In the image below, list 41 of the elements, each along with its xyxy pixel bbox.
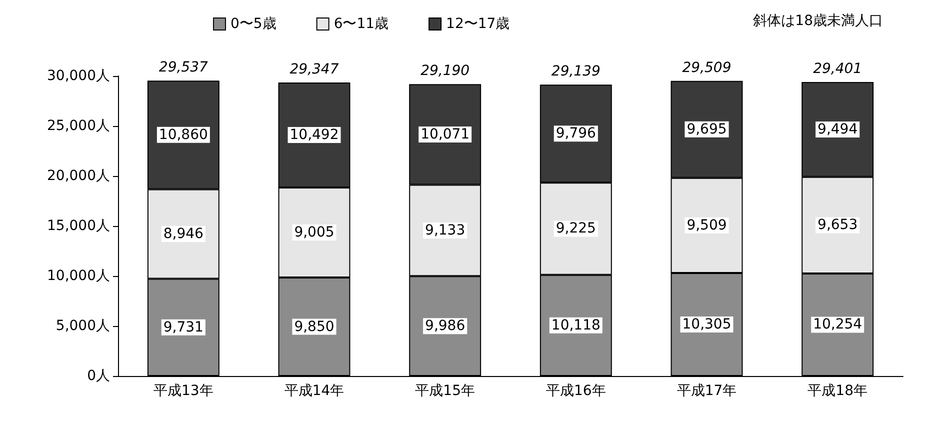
text: 斜体は18歳未満人口	[753, 13, 884, 29]
y-tick-label: 5,000人	[56, 318, 110, 334]
y-tick-label: 25,000人	[47, 118, 110, 134]
legend-label: 6〜11歳	[334, 16, 389, 32]
legend-label: 0〜5歳	[230, 16, 276, 32]
y-tick-label: 30,000人	[47, 68, 110, 84]
y-tick-label: 0人	[87, 368, 110, 384]
data-label: 9,509	[686, 217, 727, 234]
x-tick-label: 平成15年	[415, 383, 475, 399]
y-tick-label: 20,000人	[47, 168, 110, 184]
data-label: 8,946	[163, 226, 204, 242]
data-label: 9,695	[686, 121, 727, 138]
data-label: 9,850	[294, 318, 334, 335]
data-label: 9,494	[818, 121, 858, 138]
total-label: 29,139	[551, 64, 600, 80]
y-tick-label: 10,000人	[47, 268, 110, 284]
data-label: 10,492	[290, 126, 339, 143]
data-label: 10,118	[551, 317, 600, 334]
data-label: 10,860	[158, 126, 208, 143]
data-label: 9,731	[163, 319, 204, 336]
data-label: 9,133	[425, 222, 466, 238]
total-label: 29,537	[158, 60, 208, 76]
data-label: 9,225	[556, 220, 596, 237]
data-label: 10,305	[682, 316, 732, 332]
x-tick-label: 平成17年	[676, 383, 737, 399]
data-label: 9,653	[818, 217, 858, 234]
total-label: 29,509	[682, 60, 732, 76]
x-tick-label: 平成14年	[284, 383, 344, 399]
y-tick-label: 15,000人	[47, 218, 110, 234]
total-label: 29,347	[290, 62, 339, 78]
total-label: 29,190	[420, 63, 470, 80]
legend-label: 12〜17歳	[446, 16, 510, 32]
data-label: 9,796	[556, 126, 596, 142]
data-label: 10,071	[420, 126, 470, 142]
data-label: 9,005	[294, 224, 334, 240]
x-tick-label: 平成13年	[154, 383, 214, 399]
total-label: 29,401	[813, 60, 862, 77]
x-tick-label: 平成18年	[808, 383, 868, 399]
x-tick-label: 平成16年	[546, 383, 606, 399]
data-label: 10,254	[813, 316, 862, 333]
data-label: 9,986	[425, 318, 466, 334]
